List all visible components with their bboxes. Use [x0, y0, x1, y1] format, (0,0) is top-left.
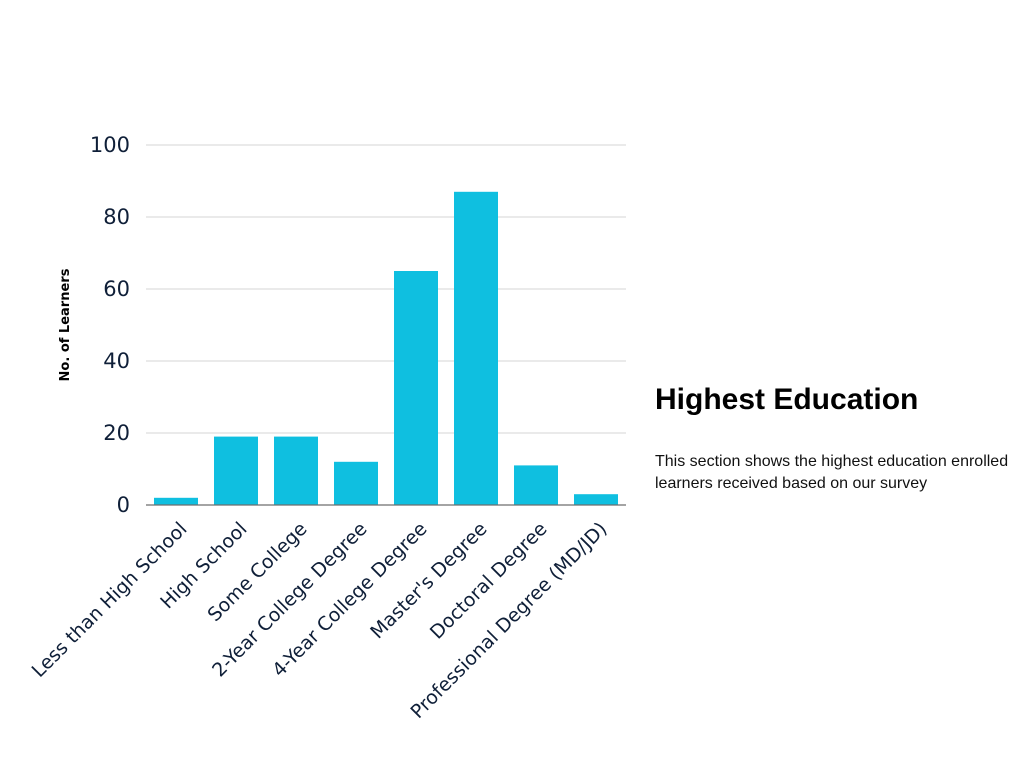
bar: [334, 461, 378, 505]
bar: [214, 436, 258, 505]
y-tick-label: 40: [103, 349, 130, 373]
section-description: This section shows the highest education…: [655, 453, 1009, 492]
gridlines: [146, 144, 626, 434]
bar: [574, 494, 618, 505]
bars: [154, 191, 618, 506]
y-tick-label: 20: [103, 421, 130, 445]
y-tick-label: 100: [90, 133, 130, 157]
section-title: Highest Education: [655, 383, 919, 416]
y-tick-labels: 0 20 40 60 80 100: [90, 133, 130, 517]
y-tick-label: 0: [117, 493, 130, 517]
bar: [454, 191, 498, 506]
bar: [514, 465, 558, 505]
bar: [394, 271, 438, 505]
y-tick-label: 60: [103, 277, 130, 301]
y-axis-title: No. of Learners: [58, 268, 73, 381]
bar: [154, 497, 198, 505]
bar: [274, 436, 318, 505]
y-tick-label: 80: [103, 205, 130, 229]
